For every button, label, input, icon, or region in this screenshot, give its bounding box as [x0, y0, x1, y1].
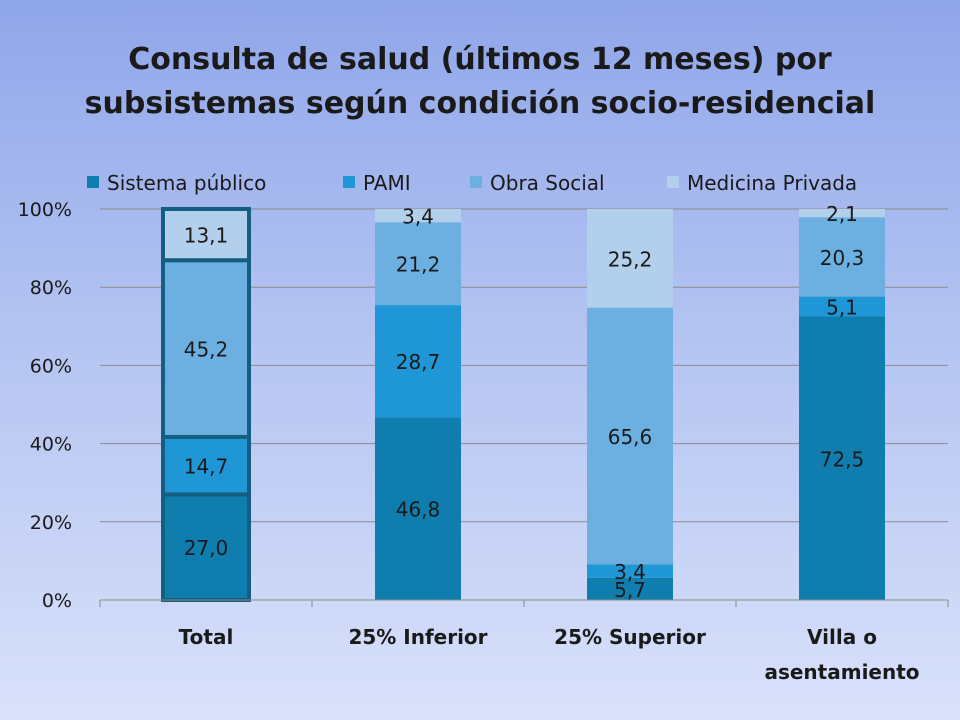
data-label: 25,2 — [608, 247, 653, 271]
data-label: 13,1 — [184, 224, 229, 248]
bar-segment — [375, 222, 461, 306]
bar-segment — [587, 577, 673, 600]
chart-title-line-1: Consulta de salud (últimos 12 meses) por — [128, 42, 832, 77]
bar-segment — [161, 434, 251, 497]
x-axis — [99, 599, 949, 607]
legend-swatch — [87, 176, 99, 188]
bar-segment — [799, 316, 885, 600]
data-label: 20,3 — [820, 246, 865, 270]
data-labels: 27,014,745,213,146,828,721,23,45,73,465,… — [184, 202, 865, 602]
bar-segment — [375, 305, 461, 418]
data-label: 27,0 — [184, 536, 229, 560]
legend-label: Medicina Privada — [687, 171, 857, 195]
bar-segment — [375, 417, 461, 600]
y-tick-label: 40% — [30, 434, 72, 456]
bar-segment — [375, 209, 461, 223]
bar-segment — [799, 217, 885, 297]
data-label: 14,7 — [184, 455, 229, 479]
data-label: 5,7 — [614, 578, 646, 602]
legend-swatch — [343, 176, 355, 188]
bars — [161, 207, 885, 602]
category-label: asentamiento — [764, 660, 919, 684]
category-labels: Total 25% Inferior 25% Superior Villa o asen… — [179, 625, 920, 684]
bar-segment — [161, 207, 251, 263]
bar-segment — [799, 296, 885, 317]
y-tick-label: 100% — [18, 199, 72, 221]
y-tick-label: 0% — [42, 590, 72, 612]
data-label: 45,2 — [184, 338, 229, 362]
bar-segment — [799, 209, 885, 218]
bar-segment — [161, 258, 251, 439]
data-label: 65,6 — [608, 425, 653, 449]
bar-segment — [587, 209, 673, 308]
data-label: 3,4 — [614, 560, 646, 584]
category-label: 25% Superior — [554, 625, 706, 649]
chart-title-line-2: subsistemas según condición socio-reside… — [84, 86, 876, 121]
legend-swatch — [667, 176, 679, 188]
bar-segment — [587, 307, 673, 565]
legend-swatch — [470, 176, 482, 188]
data-label: 46,8 — [396, 498, 441, 522]
category-label: Villa o — [807, 625, 877, 649]
legend-label: PAMI — [363, 171, 411, 195]
category-label: 25% Inferior — [348, 625, 487, 649]
data-label: 21,2 — [396, 253, 441, 277]
y-tick-label: 60% — [30, 355, 72, 377]
y-axis-ticks: 0% 20% 40% 60% 80% 100% — [18, 199, 72, 612]
bar-segment — [161, 492, 251, 602]
data-label: 5,1 — [826, 296, 858, 320]
data-label: 3,4 — [402, 205, 434, 229]
data-label: 2,1 — [826, 202, 858, 226]
data-label: 28,7 — [396, 350, 441, 374]
legend-label: Obra Social — [490, 171, 605, 195]
legend-label: Sistema público — [107, 171, 266, 195]
y-tick-label: 20% — [30, 512, 72, 534]
chart-title: Consulta de salud (últimos 12 meses) por… — [40, 38, 920, 126]
bar-segment — [587, 564, 673, 578]
y-tick-label: 80% — [30, 277, 72, 299]
data-label: 72,5 — [820, 447, 865, 471]
chart-legend: Sistema público PAMI Obra Social Medicina P… — [87, 171, 857, 195]
category-label: Total — [179, 625, 234, 649]
